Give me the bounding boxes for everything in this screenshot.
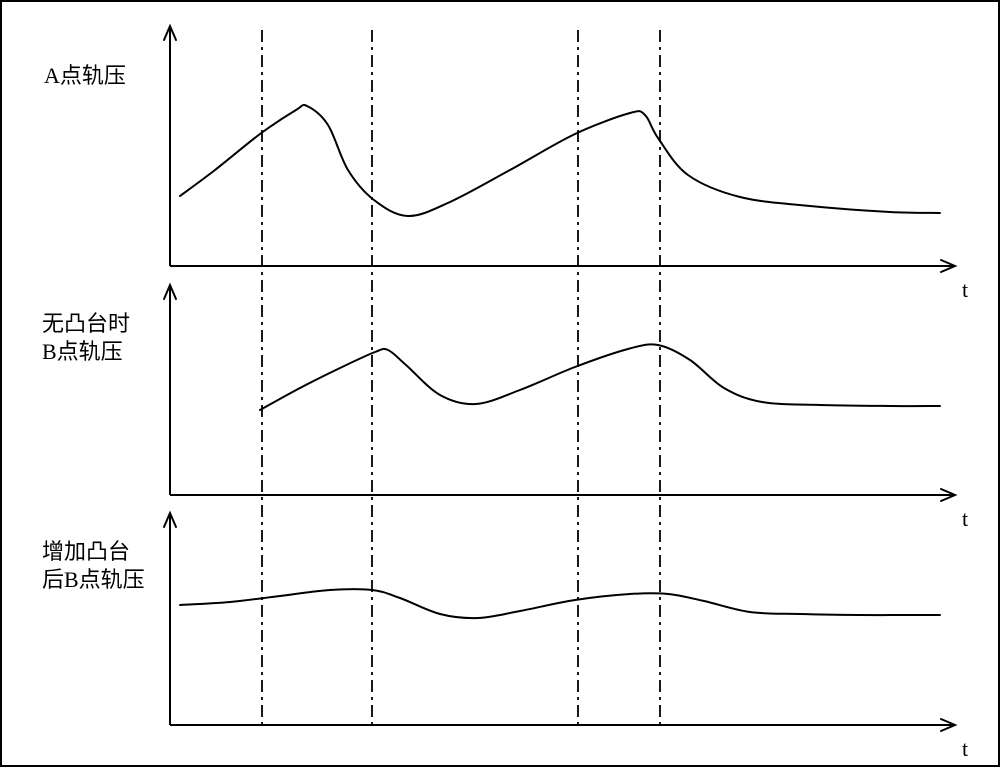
panel-b-y-label-line: B点轨压 xyxy=(42,338,130,366)
figure-container: A点轨压 t 无凸台时B点轨压 t 增加凸台后B点轨压 t xyxy=(0,0,1000,767)
panel-b-y-label-line: 无凸台时 xyxy=(42,310,130,338)
panel-c-y-label-line: 后B点轨压 xyxy=(42,566,145,594)
figure-border xyxy=(1,1,999,766)
panel-c-x-label: t xyxy=(962,735,968,763)
panel-a-x-label: t xyxy=(962,276,968,304)
chart-svg xyxy=(0,0,1000,767)
panel-b-curve xyxy=(260,344,940,410)
panel-a-y-label: A点轨压 xyxy=(44,62,126,90)
panel-a-y-label-line: A点轨压 xyxy=(44,62,126,90)
panel-b-y-label: 无凸台时B点轨压 xyxy=(42,310,130,365)
panel-b-x-label: t xyxy=(962,505,968,533)
panel-a-curve xyxy=(180,105,940,216)
panel-c-curve xyxy=(180,589,940,618)
panel-c-y-label: 增加凸台后B点轨压 xyxy=(42,538,145,593)
panel-c-y-label-line: 增加凸台 xyxy=(42,538,145,566)
